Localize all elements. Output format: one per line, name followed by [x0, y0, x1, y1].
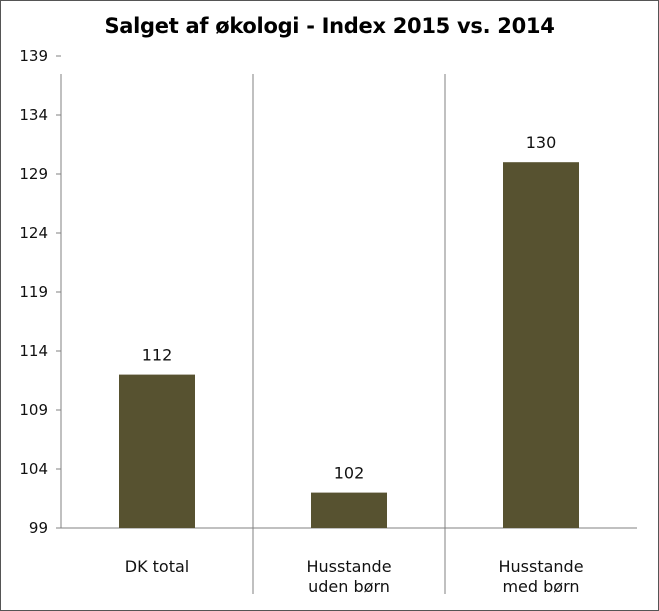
y-tick-label: 124 [19, 224, 48, 242]
y-tick-label: 129 [19, 165, 48, 183]
y-tick-label: 139 [19, 47, 48, 65]
data-label: 102 [334, 464, 365, 483]
bar [503, 162, 579, 528]
x-tick-label: uden børn [308, 577, 390, 596]
y-tick-label: 99 [29, 519, 48, 537]
x-tick-label: Husstande [498, 557, 583, 576]
chart-title: Salget af økologi - Index 2015 vs. 2014 [104, 14, 555, 38]
y-tick-label: 119 [19, 283, 48, 301]
bar [311, 492, 387, 528]
x-tick-label: med børn [502, 577, 579, 596]
x-tick-label: Husstande [306, 557, 391, 576]
y-tick-label: 114 [19, 342, 48, 360]
data-label: 130 [526, 133, 557, 152]
y-tick-label: 134 [19, 106, 48, 124]
y-tick-label: 109 [19, 401, 48, 419]
bar [119, 374, 195, 528]
data-label: 112 [142, 346, 173, 365]
x-tick-label: DK total [125, 557, 189, 576]
y-tick-label: 104 [19, 460, 48, 478]
